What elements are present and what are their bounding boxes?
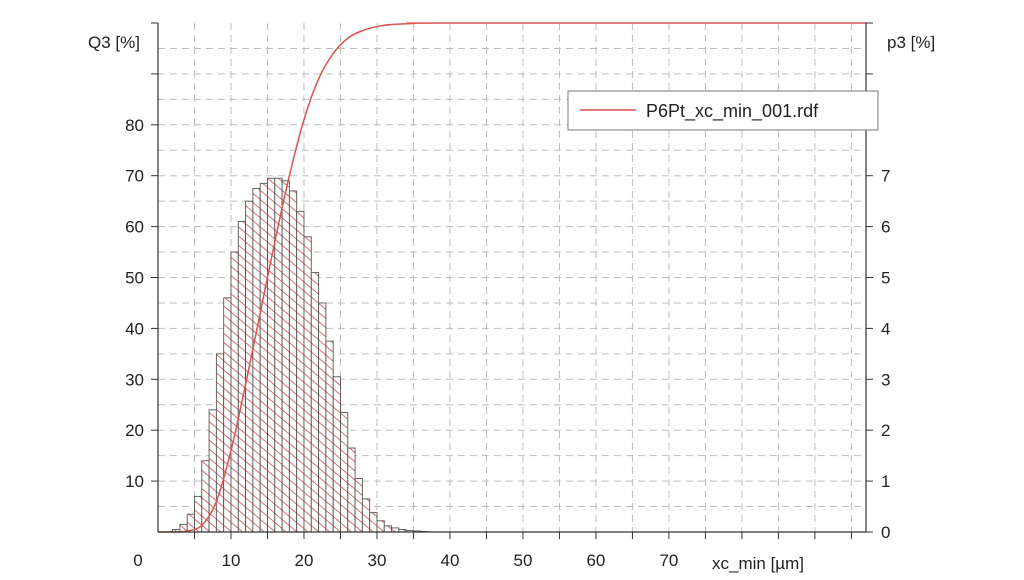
y-right-tick-label: 6 (881, 218, 890, 237)
legend-label: P6Pt_xc_min_001.rdf (646, 101, 819, 122)
y-right-tick-label: 4 (881, 319, 890, 338)
histogram-bar (332, 376, 341, 533)
y-left-tick-label: 70 (125, 167, 144, 186)
y-right-tick-label: 0 (881, 523, 890, 542)
histogram-bar (318, 302, 327, 533)
cumulative-curve-layer (158, 22, 867, 533)
histogram-bar (230, 251, 239, 533)
x-tick-label: 40 (440, 551, 459, 570)
x-tick-label: 10 (222, 551, 241, 570)
histogram-bar (267, 177, 276, 533)
y-right-tick-label: 2 (881, 421, 890, 440)
y-right-tick-label: 5 (881, 269, 890, 288)
x-tick-label: 60 (586, 551, 605, 570)
y-left-tick-label: 60 (125, 218, 144, 237)
histogram-bar (354, 478, 363, 533)
histogram-bar (288, 190, 298, 533)
y-right-tick-label: 3 (881, 370, 890, 389)
y-left-axis-label: Q3 [%] (88, 33, 140, 52)
x-tick-label: 20 (295, 551, 314, 570)
histogram-bar (281, 180, 290, 533)
histogram-bar (274, 177, 283, 533)
y-left-tick-label: 20 (125, 421, 144, 440)
x-tick-label: 30 (368, 551, 387, 570)
histogram-bar (215, 353, 225, 533)
x-axis-label: xc_min [µm] (712, 554, 804, 573)
y-right-tick-label: 7 (881, 167, 890, 186)
histogram-bar (376, 520, 385, 533)
legend: P6Pt_xc_min_001.rdf (567, 90, 879, 131)
histogram-bar (259, 182, 268, 533)
cumulative-line (158, 22, 867, 533)
histogram-bar (383, 525, 393, 533)
y-right-tick-label: 1 (881, 472, 890, 491)
histogram-bar (252, 187, 261, 533)
y-left-tick-label: 80 (125, 116, 144, 135)
y-left-tick-label: 50 (125, 269, 144, 288)
histogram-bar (347, 447, 356, 533)
y-right-axis-label: p3 [%] (887, 33, 935, 52)
histogram-bar (303, 236, 312, 533)
histogram-bars (172, 177, 429, 533)
histogram-bar (296, 210, 305, 533)
histogram-bar (223, 297, 232, 533)
histogram-bar (369, 512, 378, 533)
x-tick-label: 0 (133, 551, 142, 570)
y-left-tick-label: 10 (125, 472, 144, 491)
histogram-bar (310, 271, 320, 533)
y-left-tick-label: 40 (125, 319, 144, 338)
histogram-bar (340, 411, 349, 533)
y-left-tick-label: 30 (125, 370, 144, 389)
histogram-bar (361, 498, 371, 533)
histogram-bar (325, 340, 334, 533)
histogram-bar (237, 221, 247, 533)
histogram-bar (391, 527, 400, 533)
x-tick-label: 50 (513, 551, 532, 570)
x-tick-label: 70 (659, 551, 678, 570)
